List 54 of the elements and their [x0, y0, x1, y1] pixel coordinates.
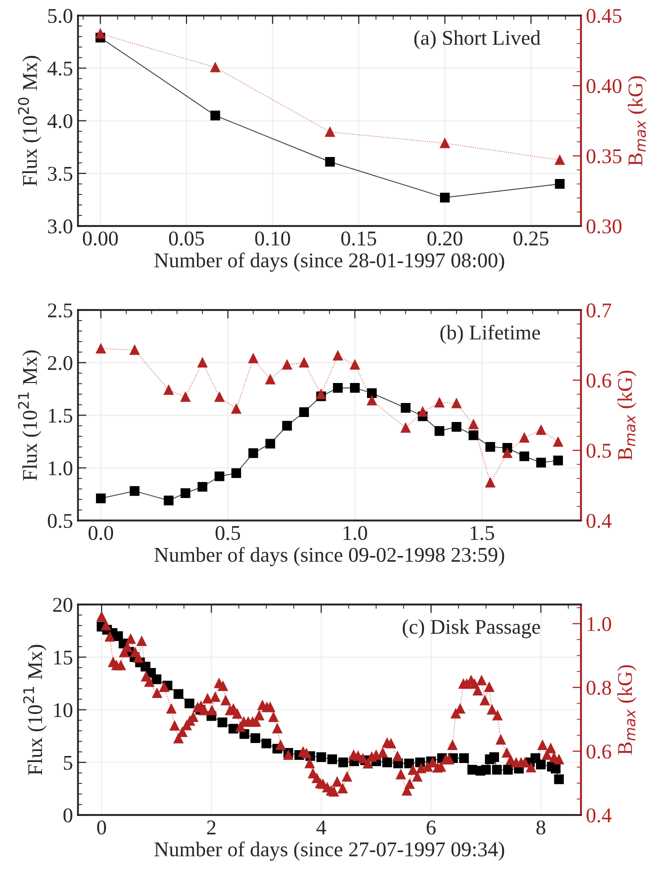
y-axis-title: Flux (10$^{20}$ Mx): [18, 56, 42, 186]
x-tick-label: 1.5: [470, 526, 494, 540]
x-tick-label: 6: [426, 820, 436, 835]
x-tick-label: 0.0: [88, 526, 114, 540]
x-tick-label: 1.0: [344, 526, 368, 540]
y2-tick-label: 0.6: [586, 744, 612, 759]
y-tick-label: 4.0: [47, 114, 72, 128]
y-tick-label: 3.5: [48, 166, 72, 181]
x-tick-label: 2: [207, 820, 216, 834]
x-tick-label: 0.15: [341, 231, 376, 246]
x-tick-label: 0.05: [169, 231, 204, 246]
y2-axis-title: B$_{max}$ (kG): [628, 76, 647, 166]
y2-axis-title: B$_{max}$ (kG): [617, 665, 636, 755]
x-tick-label: 8: [536, 820, 546, 835]
x-tick-label: 0.20: [427, 231, 462, 246]
y-tick-label: 2.5: [48, 303, 72, 318]
y-tick-label: 20: [53, 598, 72, 612]
x-tick-label: 4: [316, 820, 326, 834]
y2-tick-label: 0.40: [586, 79, 622, 94]
y2-tick-label: 0.6: [586, 374, 612, 388]
x-axis-title: Number of days (since 28-01-1997 08:00): [154, 252, 504, 272]
x-tick-label: 0.00: [82, 231, 118, 246]
y2-axis-title: B$_{max}$ (kG): [617, 370, 636, 460]
x-tick-label: 0.10: [255, 231, 290, 246]
y-tick-label: 3.0: [48, 219, 72, 234]
y2-tick-label: 0.35: [586, 149, 622, 164]
text: (a) Short Lived: [414, 30, 540, 50]
y-axis-title: Flux (10$^{21}$ Mx): [18, 350, 42, 480]
x-axis-title: Number of days (since 09-02-1998 23:59): [154, 547, 504, 566]
y-tick-label: 5.0: [48, 8, 72, 24]
y-axis-title: Flux (10$^{21}$ Mx): [23, 644, 46, 775]
text: (b) Lifetime: [440, 324, 540, 344]
y-tick-label: 5: [64, 756, 72, 770]
y-tick-label: 1.5: [48, 408, 72, 423]
y-tick-label: 0: [63, 808, 72, 822]
text: (c) Disk Passage: [402, 619, 540, 638]
y-tick-label: 15: [54, 650, 72, 665]
y2-tick-label: 1.0: [588, 617, 612, 632]
y2-tick-label: 0.4: [586, 514, 612, 528]
x-tick-label: 0.25: [514, 231, 548, 246]
y-tick-label: 1.0: [48, 461, 72, 476]
y-tick-label: 2.0: [48, 356, 72, 370]
x-tick-label: 0.5: [216, 526, 240, 540]
x-axis-title: Number of days (since 27-07-1997 09:34): [154, 842, 504, 861]
y2-tick-label: 0.5: [586, 444, 612, 458]
y2-tick-label: 0.4: [586, 808, 612, 823]
y2-tick-label: 0.45: [586, 8, 622, 24]
y-tick-label: 4.5: [47, 62, 72, 76]
y2-tick-label: 0.30: [586, 219, 622, 234]
y-tick-label: 0.5: [48, 514, 72, 528]
y2-tick-label: 0.7: [586, 303, 612, 318]
y-tick-label: 10: [54, 703, 72, 718]
x-tick-label: 0: [97, 820, 106, 835]
y2-tick-label: 0.8: [586, 680, 612, 695]
